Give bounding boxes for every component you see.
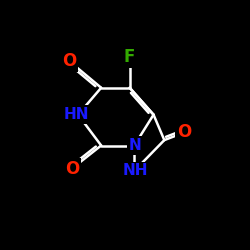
Text: NH: NH bbox=[122, 164, 148, 178]
Text: O: O bbox=[65, 160, 79, 178]
Text: O: O bbox=[177, 124, 192, 142]
Text: N: N bbox=[129, 138, 141, 153]
Text: HN: HN bbox=[64, 107, 89, 122]
Text: O: O bbox=[62, 52, 76, 70]
Text: F: F bbox=[124, 48, 135, 66]
